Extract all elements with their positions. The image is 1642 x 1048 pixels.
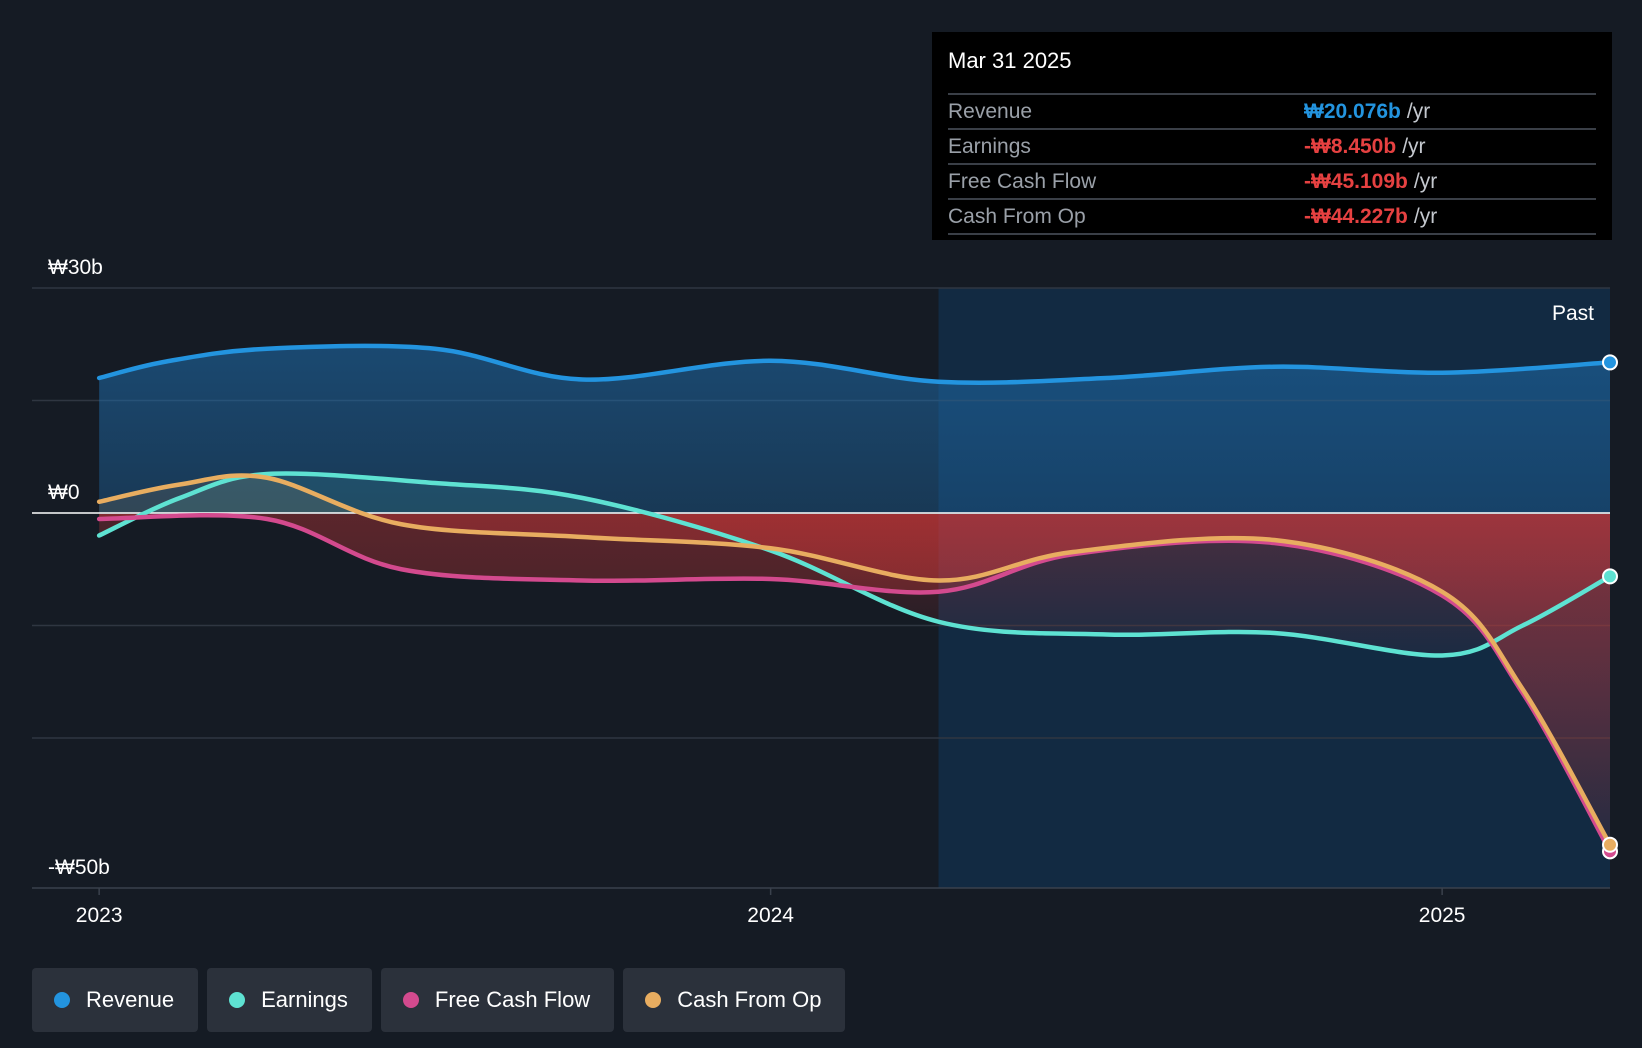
legend-label: Revenue xyxy=(86,987,175,1012)
tooltip-label: Revenue xyxy=(948,99,1033,123)
tooltip-value: -₩8.450b xyxy=(1304,134,1397,158)
tooltip-value: -₩44.227b xyxy=(1304,204,1408,228)
tooltip-label: Cash From Op xyxy=(948,204,1086,228)
tooltip-row-earnings: Earnings -₩8.450b /yr xyxy=(948,130,1596,165)
tooltip-unit: /yr xyxy=(1402,134,1426,158)
legend-item-cash-from-op[interactable]: Cash From Op xyxy=(623,968,846,1032)
series-lines xyxy=(96,343,1610,854)
tooltip-unit: /yr xyxy=(1413,204,1438,228)
x-tick-label: 2023 xyxy=(76,904,123,927)
x-tick-label: 2025 xyxy=(1419,904,1466,927)
legend-dot-icon xyxy=(229,992,246,1008)
legend-item-earnings[interactable]: Earnings xyxy=(207,968,372,1032)
y-tick-label: ₩0 xyxy=(48,481,80,504)
legend-dot-icon xyxy=(54,992,70,1008)
tooltip-date: Mar 31 2025 xyxy=(948,46,1596,95)
legend: Revenue Earnings Free Cash Flow Cash Fro… xyxy=(32,968,846,1032)
y-tick-label: -₩50b xyxy=(48,856,110,879)
line-revenue xyxy=(96,343,1610,385)
tooltip-row-revenue: Revenue ₩20.076b /yr xyxy=(948,95,1596,130)
x-tick-label: 2024 xyxy=(747,904,794,927)
legend-dot-icon xyxy=(645,992,662,1008)
area-cash-from-op-positive xyxy=(99,475,1610,514)
line-cash-from-op xyxy=(96,473,1610,847)
tooltip-row-cash-from-op: Cash From Op -₩44.227b /yr xyxy=(948,200,1596,235)
end-dot-cash-from-op xyxy=(1602,836,1618,853)
legend-label: Earnings xyxy=(261,987,348,1012)
y-axis-labels: ₩30b ₩0 -₩50b xyxy=(48,256,110,879)
area-cash-from-op-negative xyxy=(364,514,1610,845)
area-revenue xyxy=(99,345,1610,513)
tooltip-value: -₩45.109b xyxy=(1304,169,1408,193)
tooltip: Mar 31 2025 Revenue ₩20.076b /yr Earning… xyxy=(932,32,1612,240)
legend-dot-icon xyxy=(402,992,419,1008)
x-axis-labels: 2023 2024 2025 xyxy=(76,904,1466,927)
area-fills xyxy=(99,345,1610,852)
y-tick-label: ₩30b xyxy=(48,256,103,279)
tooltip-unit: /yr xyxy=(1413,169,1438,193)
end-markers xyxy=(1602,354,1618,860)
line-free-cash-flow xyxy=(96,513,1610,854)
tooltip-row-free-cash-flow: Free Cash Flow -₩45.109b /yr xyxy=(948,165,1596,200)
tooltip-label: Earnings xyxy=(948,134,1031,158)
legend-item-revenue[interactable]: Revenue xyxy=(32,968,199,1032)
tooltip-value: ₩20.076b xyxy=(1304,99,1401,123)
end-dot-revenue xyxy=(1602,354,1618,371)
legend-label: Cash From Op xyxy=(677,987,822,1012)
legend-label: Free Cash Flow xyxy=(434,987,591,1012)
line-earnings xyxy=(96,471,1610,658)
past-label: Past xyxy=(1552,302,1594,325)
end-dot-earnings xyxy=(1602,568,1618,585)
area-earnings-positive xyxy=(99,473,1610,514)
tooltip-label: Free Cash Flow xyxy=(948,169,1097,193)
legend-item-free-cash-flow[interactable]: Free Cash Flow xyxy=(380,968,615,1032)
tooltip-unit: /yr xyxy=(1406,99,1431,123)
